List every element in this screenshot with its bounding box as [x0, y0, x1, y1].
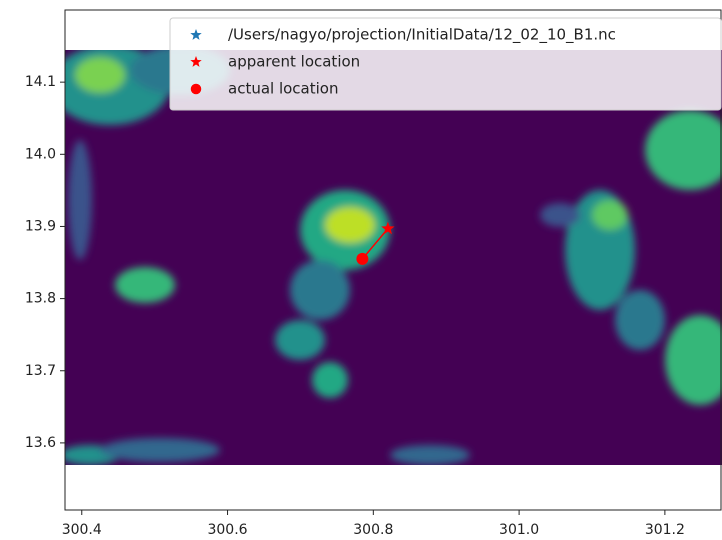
- x-tick-label: 300.4: [62, 522, 102, 538]
- y-tick-label: 14.1: [25, 74, 56, 90]
- legend-label: /Users/nagyo/projection/InitialData/12_0…: [228, 26, 616, 45]
- x-tick-label: 300.6: [207, 522, 247, 538]
- circle-marker: [191, 84, 202, 95]
- y-tick-label: 13.6: [25, 435, 56, 451]
- y-tick-label: 13.9: [25, 218, 56, 234]
- y-tick-label: 13.7: [25, 363, 56, 379]
- x-tick-label: 301.0: [499, 522, 539, 538]
- x-tick-label: 300.8: [353, 522, 393, 538]
- x-tick-label: 301.2: [645, 522, 685, 538]
- chart: 300.4 300.6 300.8 301.0 301.2 13.6 13.7 13.8 13.…: [0, 0, 722, 540]
- y-tick-label: 14.0: [25, 146, 56, 162]
- legend-label: apparent location: [228, 53, 360, 71]
- y-tick-label: 13.8: [25, 291, 56, 307]
- legend: /Users/nagyo/projection/InitialData/12_0…: [170, 18, 721, 110]
- legend-label: actual location: [228, 80, 338, 98]
